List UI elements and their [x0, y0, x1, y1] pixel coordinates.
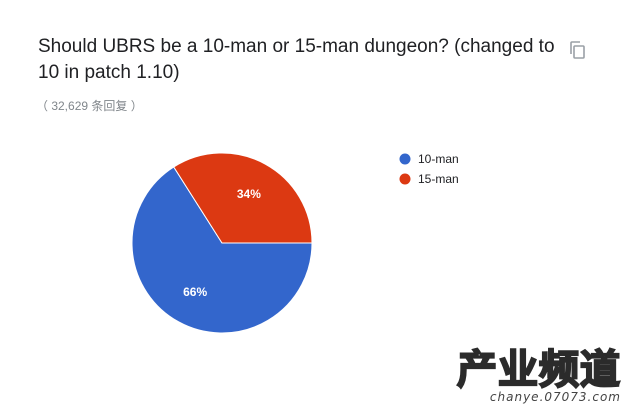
pie-slice-label-10-man: 66% — [183, 285, 207, 299]
legend-swatch-15-man — [399, 173, 411, 185]
copy-button[interactable] — [566, 38, 590, 62]
pie-slice-label-15-man: 34% — [237, 187, 261, 201]
pie-slice-labels: 66% 34% — [183, 187, 261, 299]
legend-item-10-man[interactable]: 10-man — [399, 152, 459, 166]
pie-slices — [131, 152, 313, 334]
response-count: （ 32,629 条回复 ） — [36, 99, 143, 113]
legend-swatch-10-man — [399, 153, 411, 165]
chart-legend: 10-man 15-man — [399, 152, 459, 186]
pie-slice-10-man[interactable] — [131, 166, 313, 334]
copy-icon — [570, 41, 585, 59]
legend-label-10-man: 10-man — [418, 152, 459, 166]
pie-slice-15-man[interactable] — [173, 152, 313, 244]
chart-title: Should UBRS be a 10-man or 15-man dungeo… — [38, 36, 555, 83]
legend-label-15-man: 15-man — [418, 172, 459, 186]
legend-item-15-man[interactable]: 15-man — [399, 172, 459, 186]
